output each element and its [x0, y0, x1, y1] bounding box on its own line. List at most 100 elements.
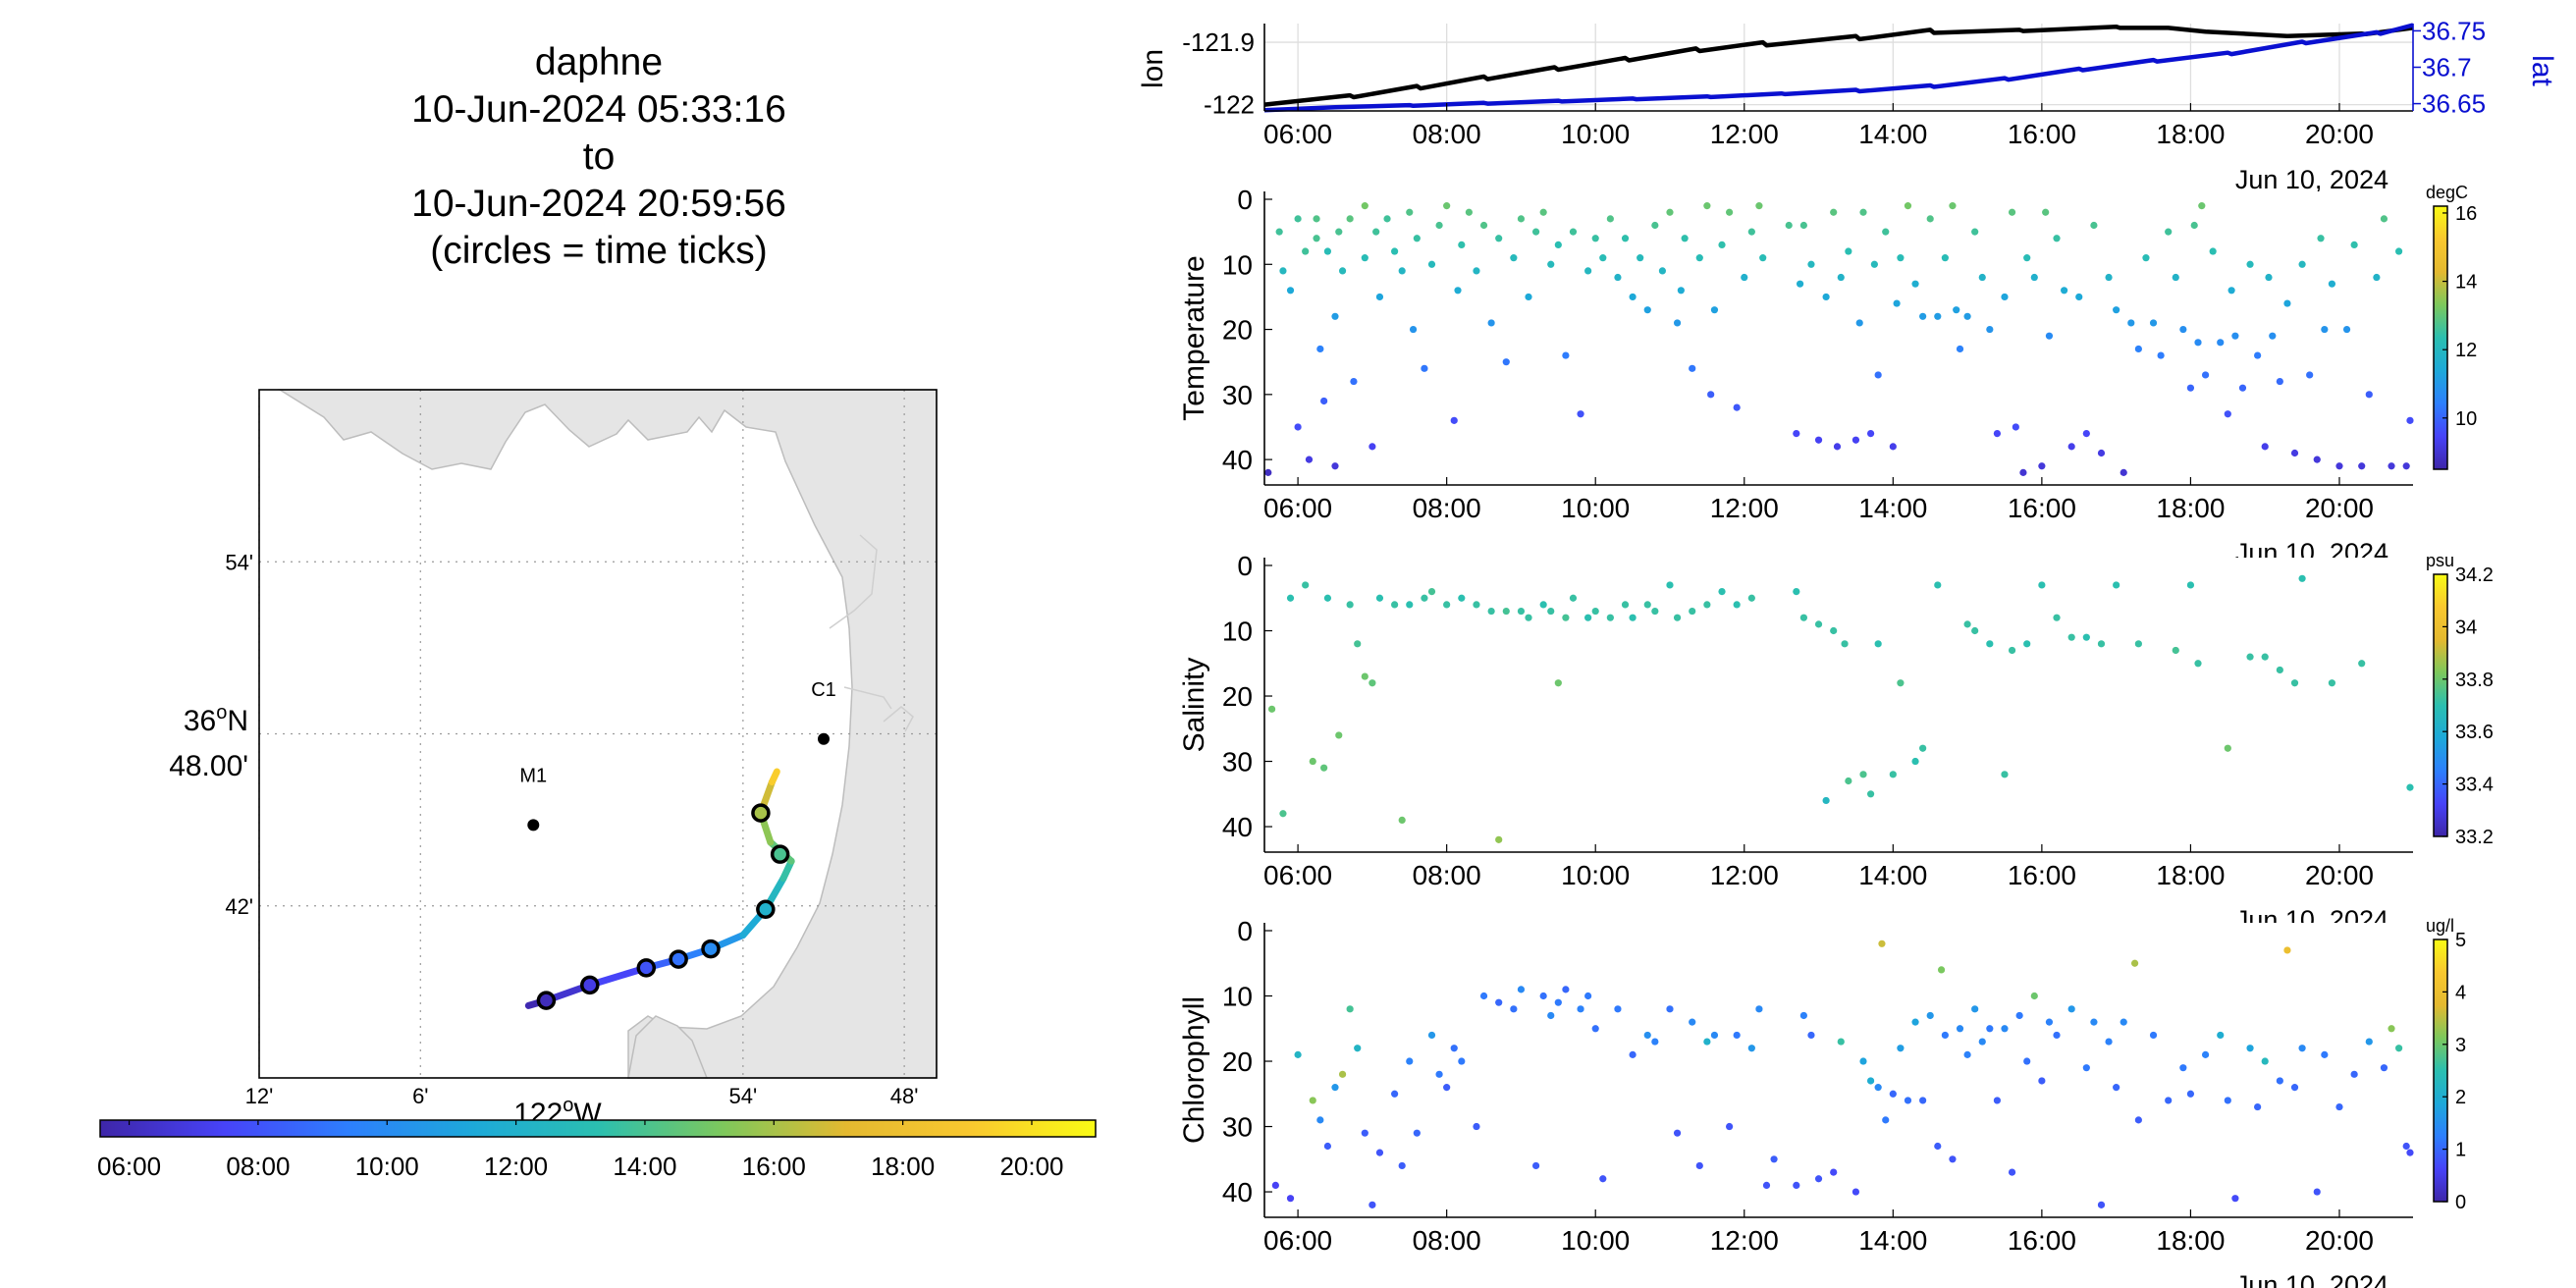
temperature-point	[1807, 260, 1815, 268]
chlorophyll-point	[1807, 1031, 1815, 1040]
temperature-point	[2395, 247, 2403, 255]
salinity-point	[2276, 666, 2283, 674]
y-tick-label: 10	[1222, 617, 1253, 647]
temperature-point	[2172, 273, 2179, 282]
chlorophyll-point	[2231, 1195, 2239, 1203]
time-tick-circle	[636, 958, 657, 978]
temperature-point	[1859, 208, 1867, 216]
temperature-point	[2201, 371, 2210, 379]
temperature-point	[2388, 462, 2395, 470]
chlorophyll-point	[1934, 1142, 1942, 1151]
temperature-point	[2306, 371, 2314, 379]
lonlat-panel: -121.9 -122 36.75 36.7 36.65 lon lat 06:00 08:00…	[1137, 16, 2558, 194]
temperature-point	[1346, 215, 1354, 223]
temperature-point	[1577, 410, 1584, 418]
salinity-point	[1354, 640, 1362, 648]
chlorophyll-point	[2165, 1097, 2173, 1104]
salinity-point	[1309, 757, 1316, 766]
salinity-point	[1703, 601, 1711, 609]
salinity-point	[1361, 672, 1368, 680]
temperature-point	[1971, 228, 1979, 236]
map-x-tick-label: 12'	[245, 1084, 274, 1108]
temperature-point	[2269, 332, 2277, 340]
temperature-point	[1539, 208, 1547, 216]
temperature-point	[1421, 364, 1428, 372]
temperature-point	[2053, 235, 2061, 242]
salinity-point	[1421, 594, 1428, 602]
time-colorbar: 06:00 08:00 10:00 12:00 14:00 16:00 18:00 20:00	[97, 1119, 1097, 1181]
x-tick-label: 06:00	[1263, 493, 1332, 523]
lat-tick-label: 36.7	[2422, 53, 2472, 82]
chlorophyll-point	[1316, 1116, 1324, 1124]
chlorophyll-point	[2186, 1090, 2195, 1098]
salinity-panel: 0 10 20 30 40 Salinity 06:00 08:00 10:00 12:00 14:…	[1178, 551, 2494, 935]
station-label: M1	[519, 765, 547, 786]
y-tick-label: 30	[1222, 747, 1253, 778]
temperature-point	[1502, 358, 1510, 366]
temperature-point	[1629, 293, 1637, 301]
temperature-point	[2008, 208, 2016, 216]
salinity-point	[1539, 601, 1547, 609]
chlorophyll-point	[2350, 1070, 2358, 1078]
temperature-point	[1793, 430, 1800, 438]
temperature-point	[2198, 202, 2206, 210]
chlorophyll-point	[1695, 1161, 1703, 1170]
temperature-point	[1458, 241, 1466, 248]
chlorophyll-point	[1710, 1031, 1719, 1040]
chlorophyll-point	[2276, 1077, 2283, 1085]
salinity-point	[1814, 620, 1823, 628]
chlorophyll-point	[1584, 992, 1592, 1000]
temperature-point	[1718, 241, 1726, 248]
temperature-point	[1911, 280, 1919, 288]
temperature-point	[1338, 267, 1347, 275]
temperature-point	[2113, 306, 2120, 314]
chlorophyll-point	[1986, 1025, 1994, 1033]
chlorophyll-point	[1878, 939, 1886, 947]
temperature-point	[1372, 228, 1380, 236]
title-note: (circles = time ticks)	[430, 230, 768, 272]
salinity-point	[1971, 626, 1979, 635]
chlorophyll-point	[2090, 1018, 2098, 1026]
lonlat-date-label: Jun 10, 2024	[2235, 165, 2388, 194]
chlorophyll-point	[1971, 1005, 1979, 1013]
temperature-point	[1584, 267, 1592, 275]
temperature-point	[1882, 228, 1890, 236]
salinity-point	[1629, 614, 1637, 621]
salinity-point	[2053, 614, 2061, 621]
map-x-tick-label: 54'	[729, 1084, 758, 1108]
salinity-point	[2358, 660, 2366, 668]
temperature-point	[2358, 462, 2366, 470]
x-tick-label: 20:00	[2305, 860, 2374, 890]
chlorophyll-point	[1852, 1188, 1860, 1196]
chlorophyll-point	[1361, 1129, 1368, 1137]
temperature-point	[2105, 273, 2113, 282]
temperature-point	[1599, 254, 1607, 262]
chlorophyll-point	[1963, 1050, 1971, 1058]
x-tick-label: 06:00	[1263, 860, 1332, 890]
temperature-point	[1350, 377, 1358, 386]
station-marker	[527, 819, 540, 832]
x-tick-label: 06:00	[1263, 1225, 1332, 1256]
temperature-point	[1427, 260, 1436, 268]
chlorophyll-colorbar-tick-label: 3	[2455, 1035, 2466, 1056]
title-end-time: 10-Jun-2024 20:59:56	[411, 183, 786, 225]
chlorophyll-point	[1554, 998, 1562, 1006]
chlorophyll-point	[2395, 1045, 2403, 1052]
chlorophyll-point	[2406, 1149, 2414, 1156]
temperature-point	[1703, 202, 1711, 210]
chlorophyll-point	[1406, 1057, 1414, 1065]
lon-tick-label: -121.9	[1182, 27, 1255, 57]
chlorophyll-point	[1346, 1005, 1354, 1013]
salinity-point	[1547, 607, 1555, 616]
chlorophyll-point	[1562, 986, 1570, 993]
title-start-time: 10-Jun-2024 05:33:16	[411, 88, 786, 131]
x-tick-label: 12:00	[1710, 860, 1779, 890]
temperature-point	[1986, 325, 1994, 334]
temperature-point	[1978, 273, 1986, 282]
chlorophyll-point	[1814, 1175, 1823, 1183]
salinity-colorbar-tick-label: 33.2	[2455, 827, 2494, 848]
salinity-colorbar-units: psu	[2426, 551, 2454, 570]
salinity-point	[1584, 614, 1592, 621]
time-tick-circle	[669, 949, 688, 969]
chlorophyll-point	[2261, 1057, 2269, 1065]
